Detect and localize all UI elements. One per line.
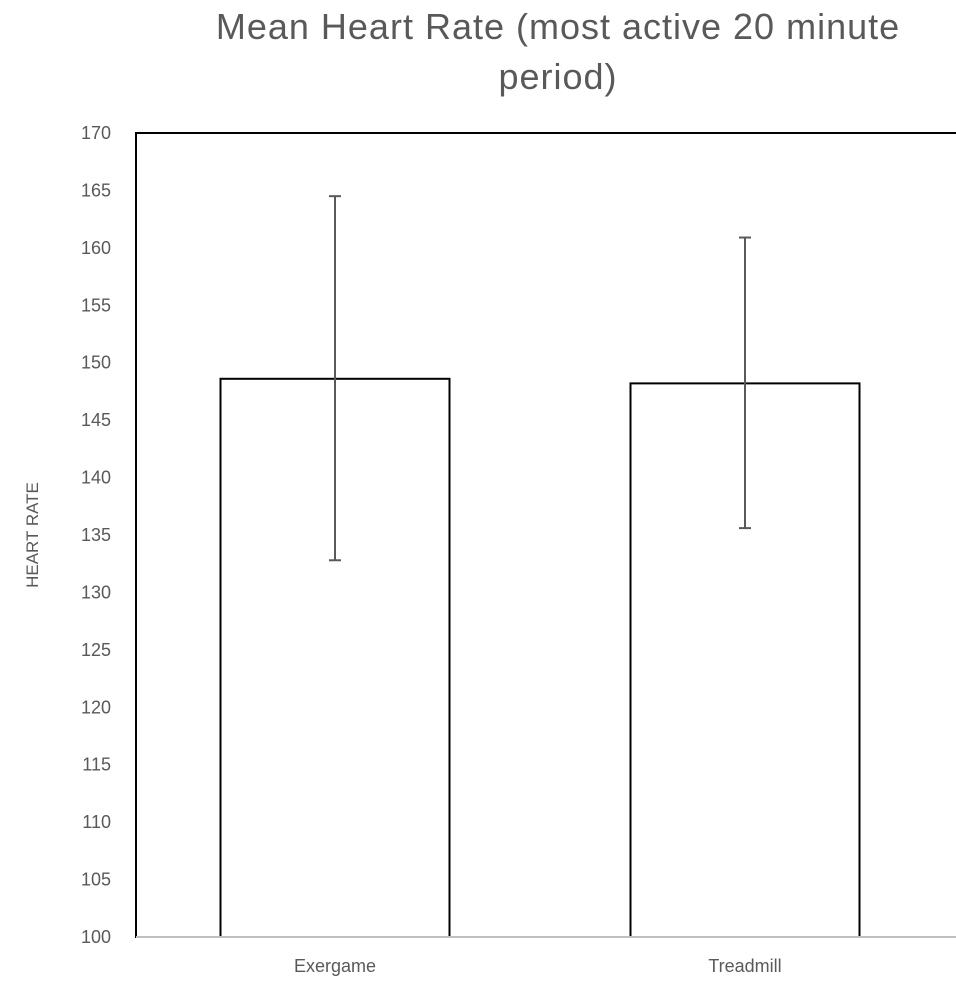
y-tick-label: 105 — [81, 870, 111, 890]
y-tick-labels: 100 105 110 115 120 125 130 135 140 145 150 155 160 1… — [81, 123, 111, 947]
y-tick-label: 125 — [81, 640, 111, 660]
x-tick-labels: Exergame Treadmill — [294, 956, 782, 976]
y-tick-label: 150 — [81, 353, 111, 373]
y-tick-label: 160 — [81, 238, 111, 258]
y-tick-label: 155 — [81, 295, 111, 315]
y-tick-label: 145 — [81, 410, 111, 430]
y-tick-label: 140 — [81, 468, 111, 488]
x-tick-label: Exergame — [294, 956, 376, 976]
y-tick-label: 115 — [82, 755, 111, 775]
y-tick-label: 170 — [81, 123, 111, 143]
y-tick-label: 100 — [81, 927, 111, 947]
y-axis-title: HEART RATE — [23, 482, 42, 588]
error-bars — [329, 195, 751, 562]
y-tick-label: 165 — [81, 180, 111, 200]
y-tick-label: 130 — [81, 582, 111, 602]
y-tick-label: 135 — [81, 525, 111, 545]
chart-title: Mean Heart Rate (most active 20 minute p… — [215, 6, 901, 97]
y-tick-label: 120 — [81, 697, 111, 717]
y-tick-label: 110 — [82, 812, 111, 832]
x-tick-label: Treadmill — [708, 956, 781, 976]
